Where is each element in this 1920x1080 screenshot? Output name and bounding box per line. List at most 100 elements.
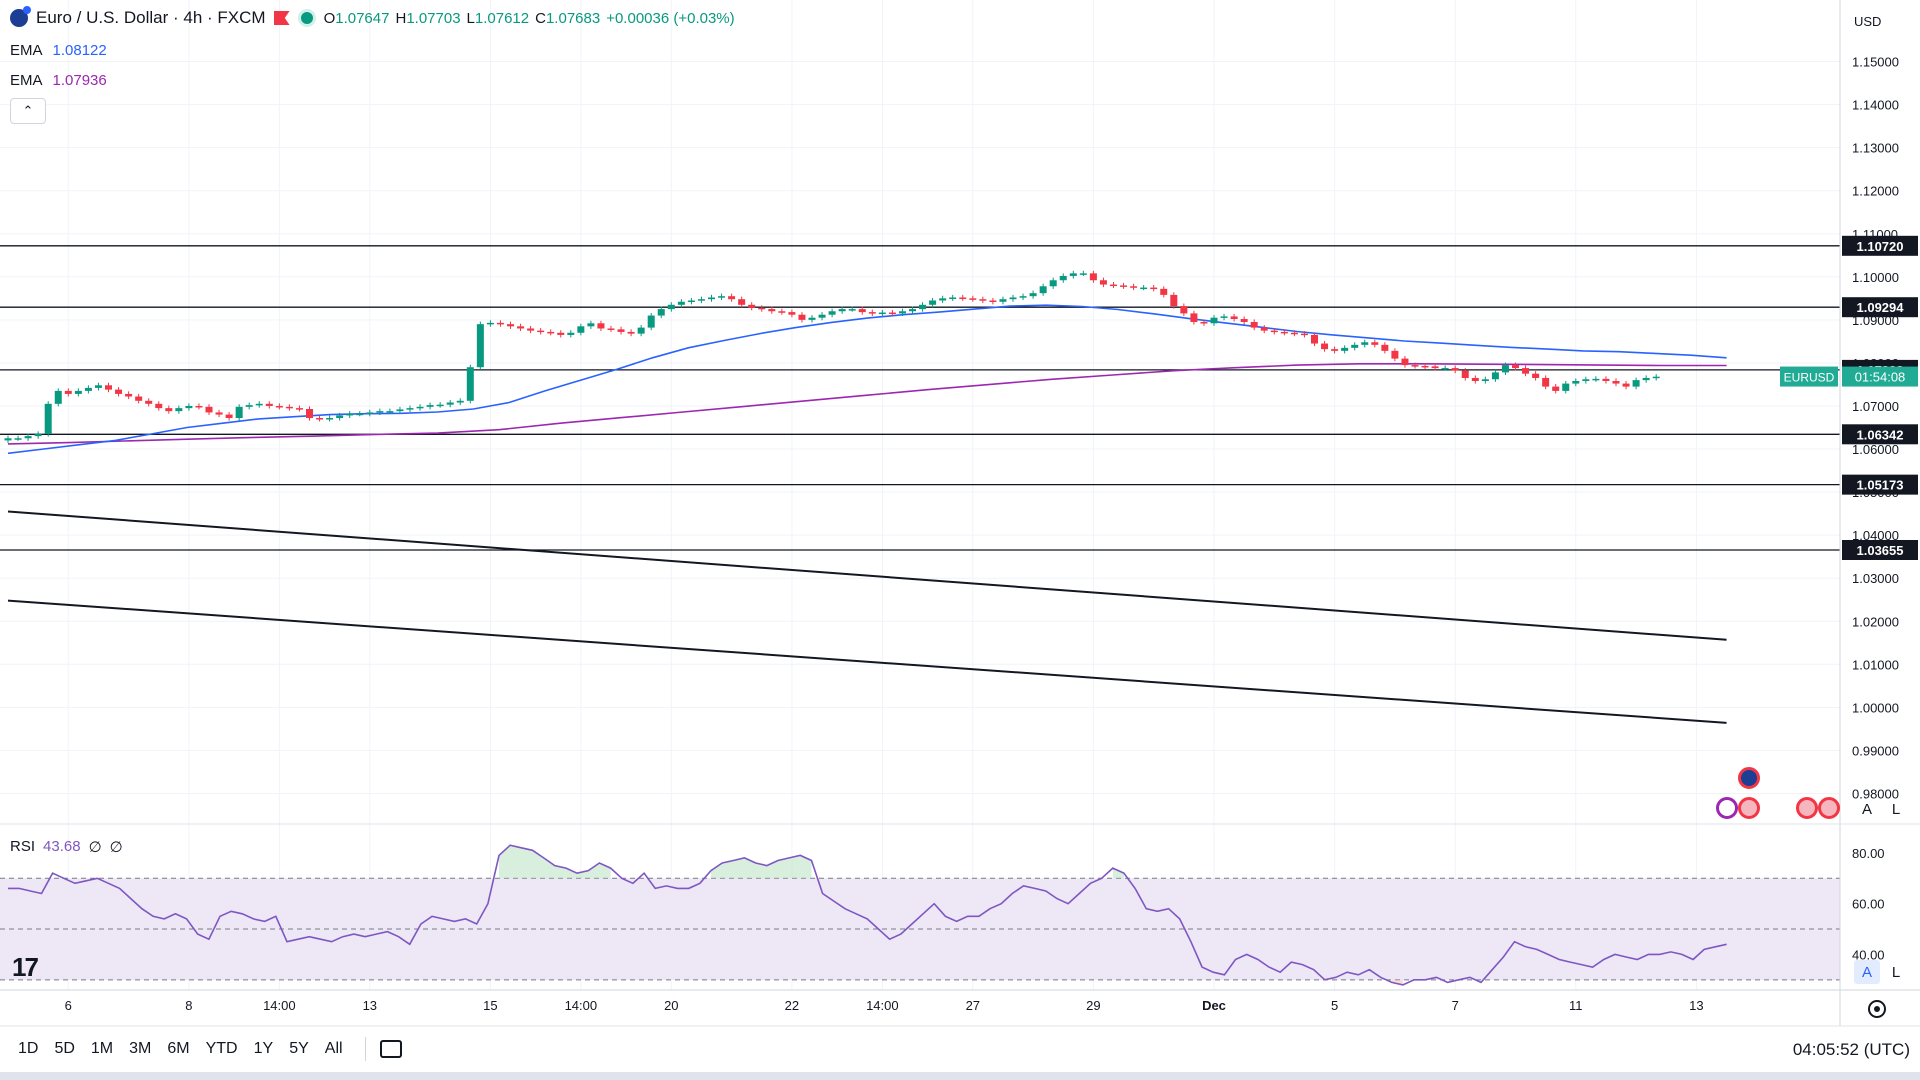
candle (1220, 313, 1228, 321)
candle (456, 398, 464, 406)
candle (94, 382, 102, 391)
candle (436, 402, 444, 408)
candle (84, 385, 92, 394)
candle-body (185, 405, 193, 409)
candle-body (1361, 342, 1369, 345)
candle-body (949, 297, 957, 299)
candle (105, 382, 112, 393)
rsi-extreme-fill (1112, 868, 1124, 879)
candle (738, 296, 746, 308)
tf-5d[interactable]: 5D (54, 1040, 75, 1057)
currency-selector[interactable]: USD (1848, 8, 1914, 34)
level-price-label: 1.05173 (1857, 478, 1904, 493)
time-tick-label: 20 (664, 998, 678, 1013)
candle (34, 431, 42, 439)
candle (728, 293, 736, 302)
us-event-icon-2[interactable] (1796, 797, 1818, 819)
time-tick-label: 5 (1331, 998, 1338, 1013)
rsi-log-scale-button[interactable]: L (1891, 963, 1901, 981)
candle (1512, 362, 1519, 371)
countdown-label: 01:54:08 (1855, 370, 1906, 385)
tradingview-logo[interactable]: 17 (12, 952, 39, 982)
candles[interactable] (4, 270, 1660, 443)
candle-body (567, 332, 575, 335)
candle-body (657, 309, 665, 316)
tf-3m[interactable]: 3M (129, 1040, 152, 1057)
time-tick-label: 13 (1689, 998, 1703, 1013)
tf-ytd[interactable]: YTD (205, 1040, 238, 1057)
tf-all[interactable]: All (324, 1040, 343, 1057)
eu-event-icon[interactable] (1738, 767, 1760, 789)
tf-1d[interactable]: 1D (18, 1040, 39, 1057)
currency-label: USD (1854, 13, 1882, 29)
candle-body (1120, 285, 1128, 287)
tf-1y[interactable]: 1Y (253, 1040, 274, 1057)
candle-body (476, 324, 484, 368)
candle-body (205, 406, 213, 413)
candle (708, 294, 715, 302)
trendline (7, 510, 1727, 641)
candle-body (798, 314, 806, 320)
horizontal-levels[interactable] (0, 245, 1840, 551)
rsi-legend[interactable]: RSI 43.68 ∅ ∅ (10, 838, 123, 856)
candle-body (1602, 378, 1610, 381)
us-event-icon-3[interactable] (1818, 797, 1840, 819)
chevron-up-icon: ⌃ (22, 103, 34, 118)
candle (939, 295, 947, 304)
candle (677, 299, 685, 308)
candle (667, 302, 675, 312)
settings-gear-icon[interactable] (1868, 1000, 1886, 1018)
candle (1260, 325, 1268, 334)
time-tick-label: 27 (966, 998, 980, 1013)
price-tick-label: 1.02000 (1852, 614, 1899, 629)
candle-body (1290, 332, 1298, 335)
tf-5y[interactable]: 5Y (289, 1040, 309, 1057)
flag-marker-icon[interactable] (273, 11, 290, 25)
candle-body (336, 415, 344, 419)
candle-body (1582, 379, 1590, 381)
rsi-tick-label: 80.00 (1852, 846, 1885, 861)
auto-scale-button[interactable]: A (1861, 800, 1872, 818)
collapse-legend-button[interactable]: ⌃ (10, 98, 46, 124)
market-open-dot-icon (297, 9, 316, 27)
candle-body (306, 408, 313, 419)
ema-slow-legend[interactable]: EMA 1.07936 (10, 72, 107, 89)
tf-1m[interactable]: 1M (90, 1040, 114, 1057)
candle (1491, 369, 1499, 382)
time-tick-label: 15 (483, 998, 497, 1013)
candle-body (84, 387, 92, 391)
us-event-icon[interactable] (1738, 797, 1760, 819)
rsi-line (8, 844, 1727, 986)
lightning-event-icon[interactable] (1716, 797, 1738, 819)
log-scale-button[interactable]: L (1891, 800, 1901, 818)
candle (1029, 290, 1037, 299)
symbol-title[interactable]: Euro / U.S. Dollar · 4h · FXCM (36, 8, 266, 27)
candle (627, 329, 635, 337)
candle-body (687, 300, 695, 302)
date-range-calendar-icon[interactable] (379, 1040, 402, 1058)
candle-body (235, 406, 243, 419)
candle-body (34, 433, 42, 437)
symbol-legend[interactable]: Euro / U.S. Dollar · 4h · FXCM O1.07647 … (10, 6, 735, 28)
ema-fast-legend[interactable]: EMA 1.08122 (10, 42, 107, 59)
candle (1481, 376, 1489, 384)
candle (1210, 315, 1218, 326)
candle (1190, 310, 1198, 325)
candle (929, 297, 937, 308)
candle-body (64, 390, 72, 394)
candle (1501, 362, 1509, 375)
ohlc-values: O1.07647 H1.07703 L1.07612 C1.07683 +0.0… (323, 9, 735, 27)
tf-6m[interactable]: 6M (167, 1040, 190, 1057)
candle-body (1431, 366, 1439, 369)
candle (848, 306, 856, 312)
trendlines[interactable] (7, 510, 1727, 724)
candle (466, 364, 474, 404)
candle (979, 296, 987, 304)
candle-body (1049, 280, 1057, 287)
candle (265, 401, 273, 409)
rsi-auto-scale-button[interactable]: A (1854, 960, 1880, 984)
candle (858, 306, 866, 315)
utc-clock[interactable]: 04:05:52 (UTC) (1792, 1040, 1910, 1059)
rsi-extreme-fill (711, 855, 812, 879)
